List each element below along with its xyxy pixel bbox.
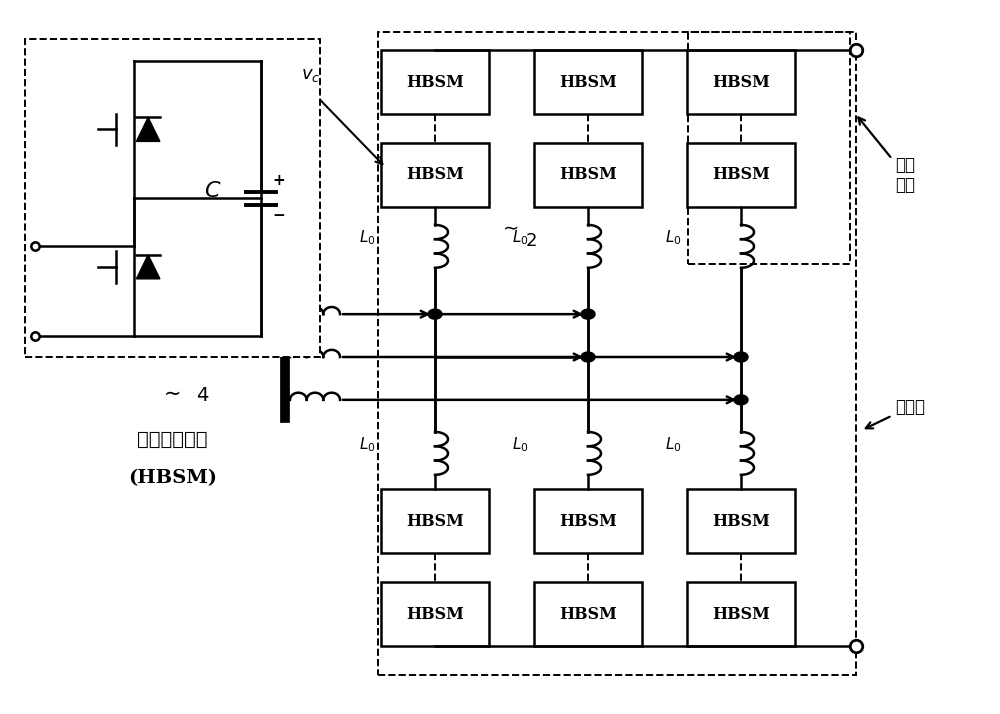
- Bar: [381, 489, 489, 553]
- Text: −: −: [273, 208, 285, 223]
- Text: $\sim$: $\sim$: [499, 217, 519, 236]
- Text: $2$: $2$: [525, 231, 537, 250]
- Text: $L_0$: $L_0$: [359, 228, 376, 247]
- Bar: [687, 143, 795, 207]
- Bar: [687, 582, 795, 646]
- Text: HBSM: HBSM: [406, 166, 464, 183]
- Text: (HBSM): (HBSM): [128, 469, 217, 488]
- Text: 半桥型子模块: 半桥型子模块: [137, 430, 208, 448]
- Text: HBSM: HBSM: [712, 513, 770, 530]
- Text: HBSM: HBSM: [712, 166, 770, 183]
- Text: HBSM: HBSM: [406, 513, 464, 530]
- Bar: [687, 50, 795, 114]
- Text: $L_0$: $L_0$: [512, 436, 529, 454]
- Text: $C$: $C$: [204, 180, 222, 202]
- Text: HBSM: HBSM: [406, 74, 464, 91]
- Text: HBSM: HBSM: [559, 166, 617, 183]
- Circle shape: [428, 309, 442, 319]
- Bar: [381, 582, 489, 646]
- Text: $L_0$: $L_0$: [665, 436, 682, 454]
- Circle shape: [581, 309, 595, 319]
- Bar: [687, 489, 795, 553]
- Text: $\sim$: $\sim$: [159, 383, 180, 403]
- Text: $L_0$: $L_0$: [665, 228, 682, 247]
- Bar: [378, 32, 856, 675]
- Bar: [381, 50, 489, 114]
- Bar: [688, 32, 850, 264]
- Bar: [534, 489, 642, 553]
- Bar: [534, 582, 642, 646]
- Bar: [534, 143, 642, 207]
- Text: +: +: [273, 173, 285, 188]
- Polygon shape: [136, 117, 160, 141]
- Bar: [25, 39, 320, 357]
- Text: $v_c$: $v_c$: [301, 66, 320, 84]
- Text: HBSM: HBSM: [712, 605, 770, 623]
- Circle shape: [734, 352, 748, 362]
- Text: 相单元: 相单元: [866, 398, 925, 428]
- Text: HBSM: HBSM: [559, 513, 617, 530]
- Bar: [534, 50, 642, 114]
- Text: $L_0$: $L_0$: [512, 228, 529, 247]
- Text: $4$: $4$: [196, 387, 209, 406]
- Text: HBSM: HBSM: [559, 74, 617, 91]
- Text: $L_0$: $L_0$: [359, 436, 376, 454]
- Polygon shape: [136, 255, 160, 279]
- Text: 桥臂
单元: 桥臂 单元: [858, 117, 915, 194]
- Text: HBSM: HBSM: [559, 605, 617, 623]
- Text: HBSM: HBSM: [712, 74, 770, 91]
- Bar: [381, 143, 489, 207]
- Text: HBSM: HBSM: [406, 605, 464, 623]
- Circle shape: [734, 395, 748, 405]
- Circle shape: [581, 352, 595, 362]
